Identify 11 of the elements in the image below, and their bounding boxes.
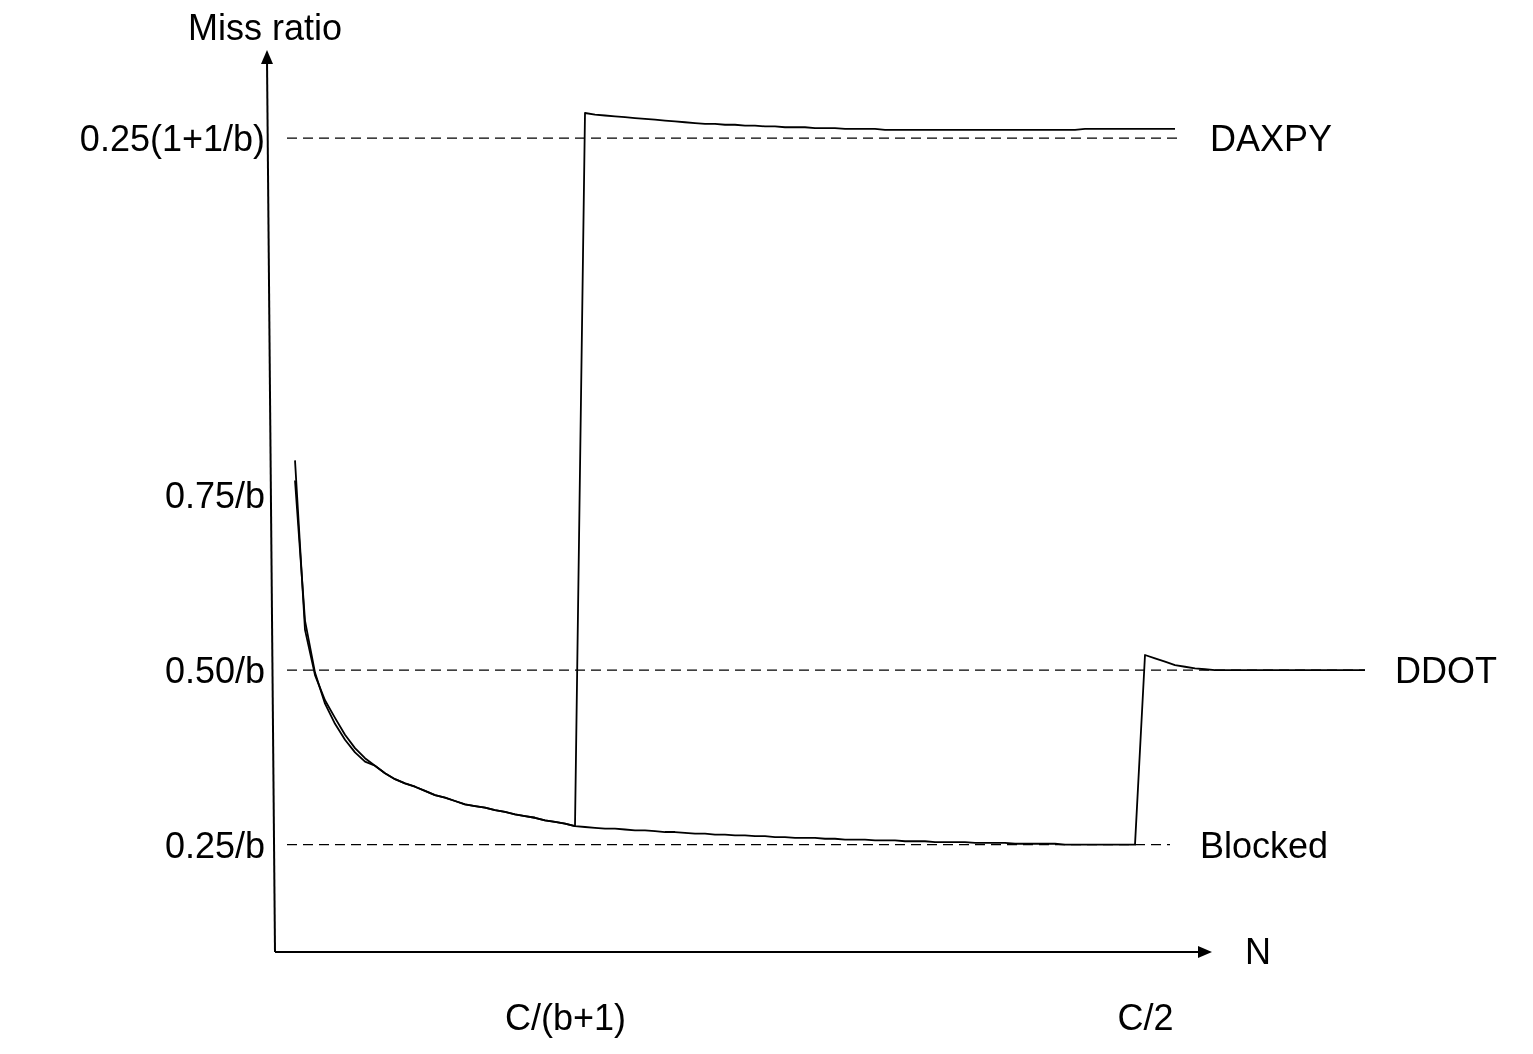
text: 0.50/b [164,650,265,691]
text: 0.25(1+1/b) [79,118,265,159]
ref-line-label: Blocked [1200,824,1329,866]
x-tick-label: C/2 [1117,996,1174,1038]
y-axis-title: Miss ratio [187,7,343,48]
x-axis-title: N [1245,931,1271,972]
text: 0.25/b [164,825,265,866]
x-tick-label: C/(b+1) [504,996,627,1038]
ref-line-label: DDOT [1395,650,1497,692]
text: 0.75/b [164,475,265,516]
ref-line-label: DAXPY [1210,118,1333,160]
